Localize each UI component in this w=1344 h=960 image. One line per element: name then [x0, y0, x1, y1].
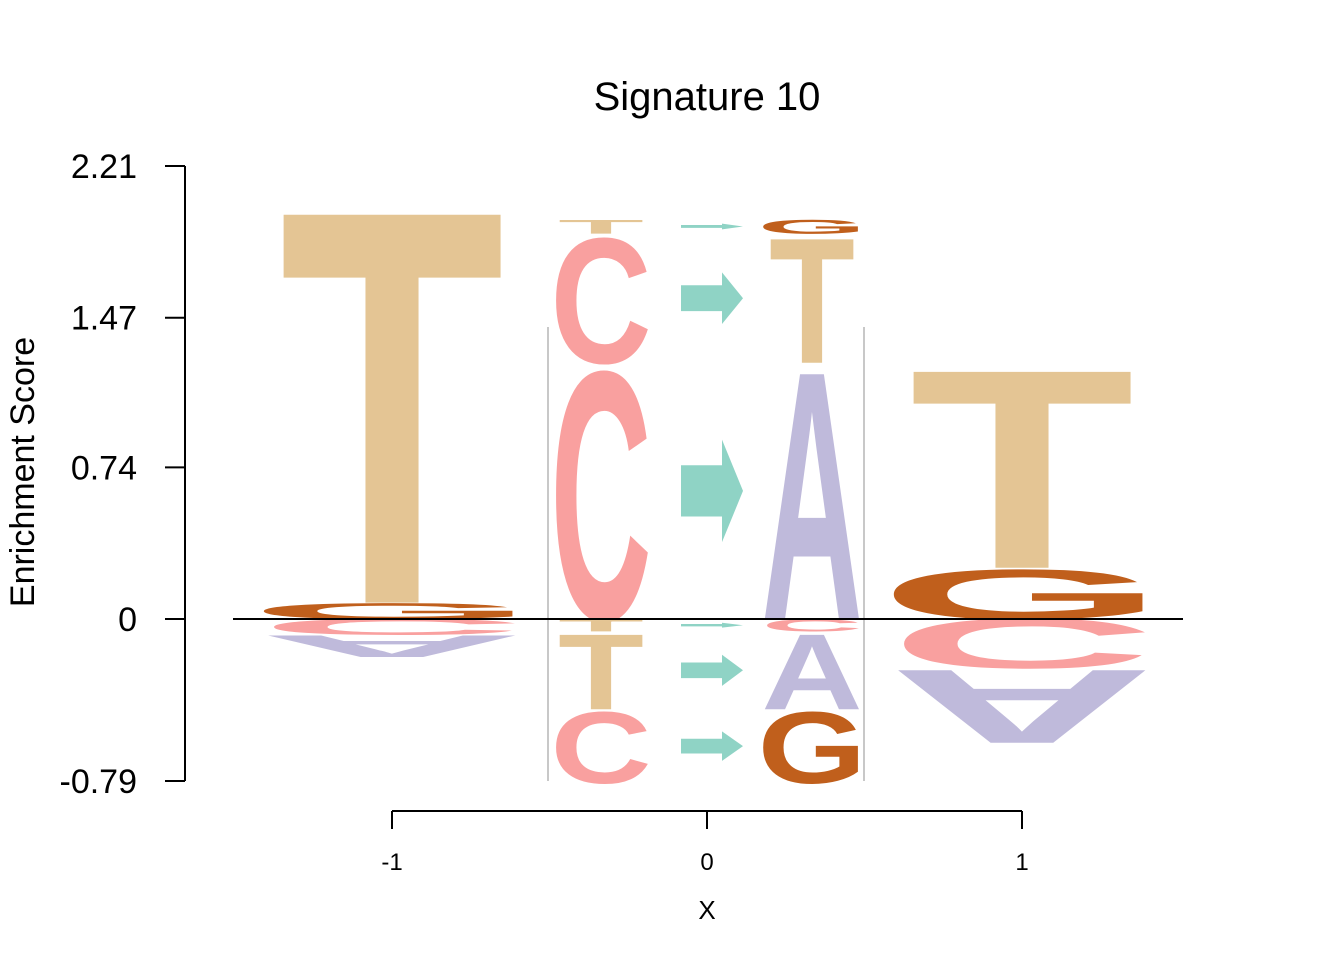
substitution-arrow	[681, 439, 743, 543]
y-tick-label: 2.21	[71, 148, 137, 186]
svg-text:G: G	[757, 691, 866, 805]
letter-C: C	[761, 616, 862, 635]
x-tick-label: -1	[381, 849, 402, 876]
svg-text:A: A	[889, 648, 1155, 765]
svg-text:T: T	[909, 310, 1134, 628]
svg-text:A: A	[259, 629, 525, 664]
letter-G: G	[757, 216, 866, 238]
y-tick-label: 0.74	[71, 449, 137, 487]
y-tick-label: -0.79	[60, 763, 138, 801]
svg-text:T: T	[558, 216, 644, 238]
svg-text:C: C	[889, 604, 1155, 683]
letter-A: A	[761, 298, 862, 695]
x-axis-label: X	[698, 895, 715, 925]
svg-text:A: A	[761, 298, 862, 695]
letter-T: T	[558, 612, 644, 733]
separators	[547, 327, 865, 781]
svg-text:T: T	[558, 616, 644, 635]
letter-T: T	[769, 201, 855, 401]
letter-C: C	[550, 691, 651, 805]
svg-text:G: G	[879, 555, 1166, 634]
x-axis: -1 0 1	[381, 810, 1029, 876]
letter-A: A	[259, 629, 525, 664]
svg-text:C: C	[550, 201, 651, 401]
svg-text:C: C	[550, 298, 651, 695]
svg-text:T: T	[279, 92, 504, 722]
y-axis-label: Enrichment Score	[4, 337, 42, 607]
letter-T: T	[909, 310, 1134, 628]
substitution-arrow	[681, 622, 743, 628]
svg-text:T: T	[769, 201, 855, 401]
letter-G: G	[757, 691, 866, 805]
substitution-arrow	[681, 272, 743, 325]
svg-text:C: C	[761, 616, 862, 635]
substitution-arrow	[681, 223, 743, 230]
svg-text:C: C	[550, 691, 651, 805]
letter-C: C	[550, 298, 651, 695]
svg-text:A: A	[761, 612, 862, 733]
letter-A: A	[889, 648, 1155, 765]
x-tick-label: 0	[700, 849, 713, 876]
y-axis: 2.21 1.47 0.74 0 -0.79	[60, 148, 186, 801]
x-tick-label: 1	[1015, 849, 1028, 876]
y-tick-label: 1.47	[71, 300, 137, 338]
letter-C: C	[889, 604, 1155, 683]
letter-A: A	[761, 612, 862, 733]
chart-title: Signature 10	[594, 75, 821, 119]
letter-G: G	[879, 555, 1166, 634]
substitution-arrow	[681, 731, 743, 761]
letter-T: T	[558, 216, 644, 238]
svg-text:G: G	[757, 216, 866, 238]
letter-C: C	[550, 201, 651, 401]
letter-T: T	[558, 616, 644, 635]
substitution-arrow	[681, 654, 743, 686]
svg-text:T: T	[558, 612, 644, 733]
letter-T: T	[279, 92, 504, 722]
y-tick-label: 0	[118, 601, 137, 639]
